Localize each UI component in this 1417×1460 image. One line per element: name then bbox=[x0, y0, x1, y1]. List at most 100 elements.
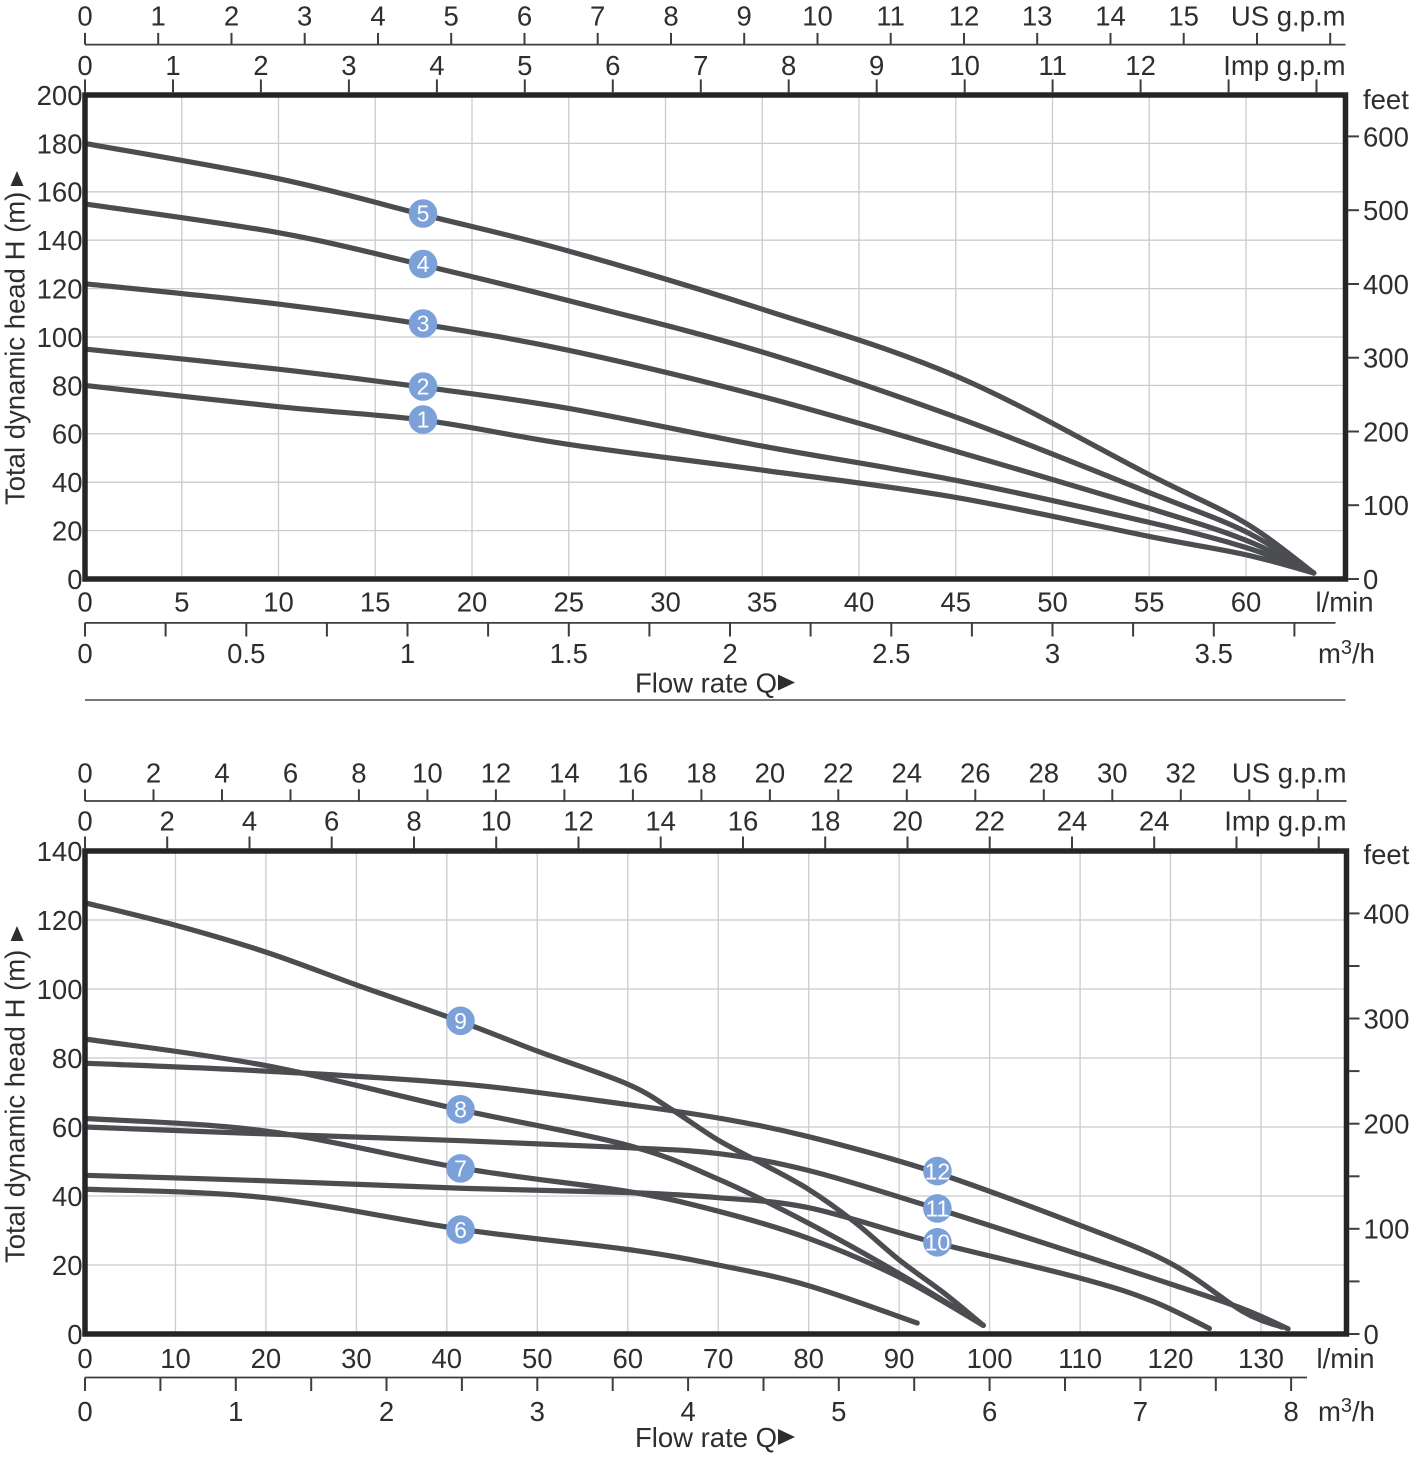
svg-text:4: 4 bbox=[429, 50, 444, 81]
svg-text:130: 130 bbox=[1238, 1343, 1284, 1374]
svg-text:8: 8 bbox=[1283, 1396, 1298, 1427]
svg-text:80: 80 bbox=[52, 370, 83, 401]
svg-text:2: 2 bbox=[417, 374, 430, 400]
svg-text:20: 20 bbox=[251, 1343, 282, 1374]
svg-text:5: 5 bbox=[517, 50, 532, 81]
svg-text:3.5: 3.5 bbox=[1195, 638, 1233, 669]
svg-text:6: 6 bbox=[605, 50, 620, 81]
svg-text:24: 24 bbox=[892, 757, 923, 788]
svg-text:10: 10 bbox=[263, 586, 294, 617]
svg-text:120: 120 bbox=[1148, 1343, 1194, 1374]
svg-text:14: 14 bbox=[645, 805, 676, 836]
svg-text:30: 30 bbox=[341, 1343, 372, 1374]
svg-text:11: 11 bbox=[925, 1196, 949, 1222]
svg-text:10: 10 bbox=[481, 805, 512, 836]
svg-text:100: 100 bbox=[1364, 1214, 1410, 1245]
svg-text:2.5: 2.5 bbox=[872, 638, 910, 669]
svg-text:4: 4 bbox=[242, 805, 257, 836]
svg-text:0: 0 bbox=[77, 638, 92, 669]
svg-text:40: 40 bbox=[432, 1343, 463, 1374]
svg-text:Flow rate Q: Flow rate Q bbox=[635, 1422, 777, 1453]
svg-text:1.5: 1.5 bbox=[550, 638, 588, 669]
svg-text:Total dynamic head H (m): Total dynamic head H (m) bbox=[0, 192, 31, 505]
svg-text:4: 4 bbox=[417, 251, 430, 277]
svg-text:0: 0 bbox=[77, 757, 92, 788]
svg-text:22: 22 bbox=[823, 757, 854, 788]
svg-text:55: 55 bbox=[1134, 586, 1165, 617]
svg-text:6: 6 bbox=[454, 1217, 467, 1243]
svg-text:60: 60 bbox=[52, 419, 83, 450]
svg-text:60: 60 bbox=[52, 1112, 83, 1143]
svg-text:12: 12 bbox=[925, 1158, 951, 1184]
svg-text:14: 14 bbox=[1095, 0, 1126, 31]
svg-text:12: 12 bbox=[563, 805, 594, 836]
svg-text:40: 40 bbox=[52, 467, 83, 498]
svg-text:0: 0 bbox=[67, 564, 82, 595]
svg-text:16: 16 bbox=[728, 805, 759, 836]
svg-text:50: 50 bbox=[1037, 586, 1068, 617]
svg-text:400: 400 bbox=[1363, 269, 1409, 300]
svg-text:40: 40 bbox=[844, 586, 875, 617]
svg-text:Imp g.p.m: Imp g.p.m bbox=[1223, 50, 1345, 81]
svg-text:20: 20 bbox=[755, 757, 786, 788]
svg-text:300: 300 bbox=[1364, 1003, 1410, 1034]
svg-text:6: 6 bbox=[324, 805, 339, 836]
svg-text:160: 160 bbox=[37, 177, 83, 208]
svg-text:120: 120 bbox=[37, 274, 83, 305]
svg-text:20: 20 bbox=[457, 586, 488, 617]
svg-text:5: 5 bbox=[174, 586, 189, 617]
svg-text:180: 180 bbox=[37, 128, 83, 159]
svg-text:100: 100 bbox=[1363, 490, 1409, 521]
svg-text:30: 30 bbox=[650, 586, 681, 617]
svg-text:0: 0 bbox=[77, 50, 92, 81]
svg-text:60: 60 bbox=[1231, 586, 1262, 617]
svg-text:6: 6 bbox=[982, 1396, 997, 1427]
svg-text:12: 12 bbox=[1125, 50, 1156, 81]
svg-text:300: 300 bbox=[1363, 343, 1409, 374]
svg-text:14: 14 bbox=[549, 757, 580, 788]
svg-text:10: 10 bbox=[949, 50, 980, 81]
svg-text:6: 6 bbox=[517, 0, 532, 31]
svg-text:5: 5 bbox=[831, 1396, 846, 1427]
svg-text:US g.p.m: US g.p.m bbox=[1232, 757, 1347, 788]
svg-text:100: 100 bbox=[967, 1343, 1013, 1374]
svg-text:feet: feet bbox=[1363, 84, 1409, 115]
svg-text:8: 8 bbox=[454, 1097, 467, 1123]
svg-text:110: 110 bbox=[1058, 1343, 1102, 1374]
svg-text:1: 1 bbox=[151, 0, 166, 31]
svg-text:0: 0 bbox=[77, 1396, 92, 1427]
svg-text:2: 2 bbox=[146, 757, 161, 788]
svg-text:2: 2 bbox=[722, 638, 737, 669]
svg-text:7: 7 bbox=[590, 0, 605, 31]
svg-text:28: 28 bbox=[1029, 757, 1060, 788]
svg-text:7: 7 bbox=[1133, 1396, 1148, 1427]
svg-text:0: 0 bbox=[77, 1343, 92, 1374]
svg-text:22: 22 bbox=[974, 805, 1005, 836]
svg-text:16: 16 bbox=[618, 757, 649, 788]
svg-text:8: 8 bbox=[663, 0, 678, 31]
svg-text:100: 100 bbox=[37, 974, 83, 1005]
svg-text:60: 60 bbox=[613, 1343, 644, 1374]
svg-text:6: 6 bbox=[283, 757, 298, 788]
svg-text:3: 3 bbox=[297, 0, 312, 31]
svg-text:1: 1 bbox=[400, 638, 415, 669]
svg-text:Imp g.p.m: Imp g.p.m bbox=[1224, 805, 1346, 836]
svg-text:15: 15 bbox=[360, 586, 391, 617]
svg-text:120: 120 bbox=[37, 905, 83, 936]
svg-text:20: 20 bbox=[892, 805, 923, 836]
svg-text:2: 2 bbox=[160, 805, 175, 836]
svg-text:9: 9 bbox=[454, 1008, 467, 1034]
svg-text:l/min: l/min bbox=[1316, 1343, 1374, 1374]
svg-text:4: 4 bbox=[370, 0, 385, 31]
svg-text:90: 90 bbox=[884, 1343, 915, 1374]
svg-text:20: 20 bbox=[52, 1250, 83, 1281]
svg-text:9: 9 bbox=[737, 0, 752, 31]
svg-text:9: 9 bbox=[869, 50, 884, 81]
svg-text:26: 26 bbox=[960, 757, 991, 788]
svg-text:2: 2 bbox=[224, 0, 239, 31]
svg-text:0: 0 bbox=[77, 586, 92, 617]
svg-text:140: 140 bbox=[37, 836, 83, 867]
svg-text:8: 8 bbox=[351, 757, 366, 788]
svg-text:5: 5 bbox=[444, 0, 459, 31]
svg-text:4: 4 bbox=[680, 1396, 695, 1427]
